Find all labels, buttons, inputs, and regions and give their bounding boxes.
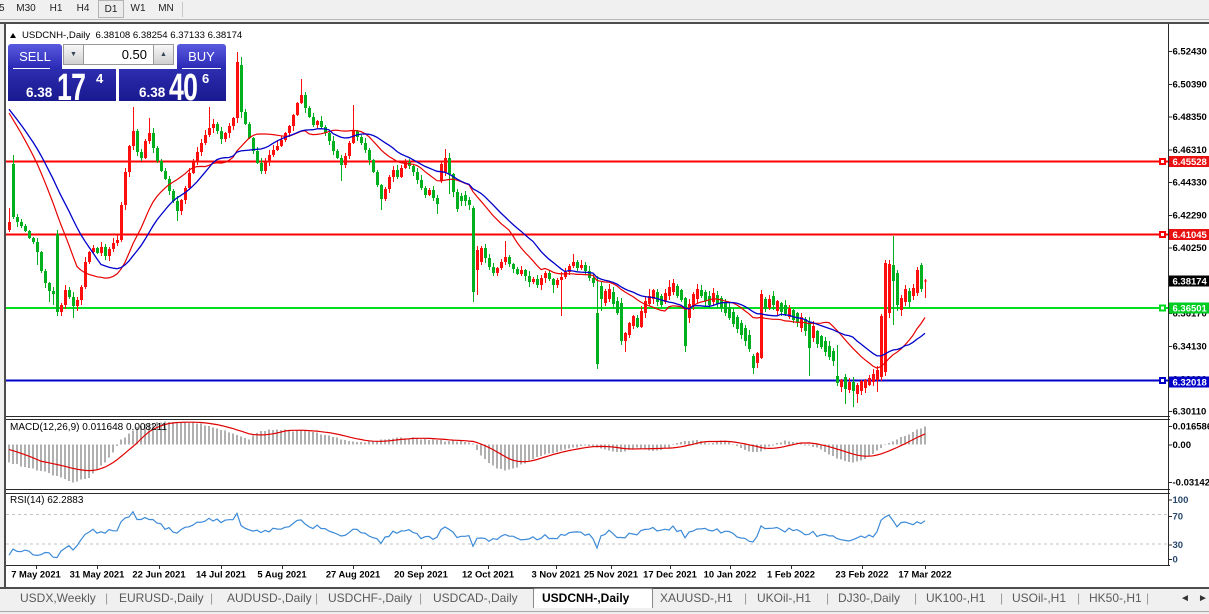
svg-text:12 Oct 2021: 12 Oct 2021 — [462, 569, 514, 580]
svg-text:6.46310: 6.46310 — [1173, 145, 1207, 156]
svg-text:3 Nov 2021: 3 Nov 2021 — [532, 569, 581, 580]
svg-text:17 Dec 2021: 17 Dec 2021 — [643, 569, 697, 580]
svg-text:6.38174: 6.38174 — [1173, 276, 1208, 287]
svg-text:6.36501: 6.36501 — [1173, 304, 1208, 315]
svg-text:27 Aug 2021: 27 Aug 2021 — [326, 569, 380, 580]
svg-text:6.52430: 6.52430 — [1173, 47, 1207, 58]
svg-text:6.30110: 6.30110 — [1173, 407, 1207, 418]
svg-text:RSI(14) 62.2883: RSI(14) 62.2883 — [10, 495, 84, 506]
svg-text:5 Aug 2021: 5 Aug 2021 — [257, 569, 306, 580]
svg-text:MACD(12,26,9) 0.011648 0.00821: MACD(12,26,9) 0.011648 0.008211 — [10, 422, 167, 433]
svg-text:20 Sep 2021: 20 Sep 2021 — [394, 569, 448, 580]
svg-text:100: 100 — [1173, 495, 1189, 506]
svg-text:70: 70 — [1173, 511, 1184, 522]
svg-text:6.42290: 6.42290 — [1173, 210, 1207, 221]
svg-text:14 Jul 2021: 14 Jul 2021 — [196, 569, 246, 580]
svg-text:6.32018: 6.32018 — [1173, 377, 1207, 388]
svg-text:0: 0 — [1173, 555, 1178, 566]
svg-text:31 May 2021: 31 May 2021 — [70, 569, 125, 580]
svg-text:6.36170: 6.36170 — [1173, 309, 1207, 320]
svg-text:23 Feb 2022: 23 Feb 2022 — [835, 569, 888, 580]
svg-text:6.34130: 6.34130 — [1173, 342, 1207, 353]
svg-text:17 Mar 2022: 17 Mar 2022 — [898, 569, 951, 580]
svg-text:7 May 2021: 7 May 2021 — [11, 569, 61, 580]
svg-text:30: 30 — [1173, 540, 1184, 551]
svg-text:6.45528: 6.45528 — [1173, 157, 1207, 168]
svg-text:6.50390: 6.50390 — [1173, 79, 1207, 90]
svg-text:25 Nov 2021: 25 Nov 2021 — [584, 569, 638, 580]
svg-text:0.00: 0.00 — [1173, 440, 1192, 451]
svg-text:-0.03142: -0.03142 — [1173, 478, 1209, 489]
svg-text:1 Feb 2022: 1 Feb 2022 — [767, 569, 815, 580]
svg-text:0.016586: 0.016586 — [1173, 421, 1209, 432]
svg-text:6.48350: 6.48350 — [1173, 112, 1207, 123]
svg-text:10 Jan 2022: 10 Jan 2022 — [704, 569, 757, 580]
svg-text:6.40250: 6.40250 — [1173, 243, 1207, 254]
svg-text:22 Jun 2021: 22 Jun 2021 — [132, 569, 185, 580]
svg-text:6.44330: 6.44330 — [1173, 178, 1207, 189]
svg-text:6.41045: 6.41045 — [1173, 230, 1208, 241]
